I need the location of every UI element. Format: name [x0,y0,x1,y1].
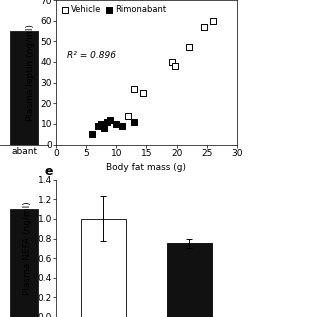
Rimonabant [120,123,125,128]
Vehicle [201,24,206,29]
Rimonabant [96,123,101,128]
Rimonabant [108,117,113,122]
Bar [10,209,38,317]
Rimonabant [132,119,137,124]
X-axis label: Body fat mass (g): Body fat mass (g) [107,163,186,172]
Y-axis label: Plasma leptin (ng/ml): Plasma leptin (ng/ml) [26,24,35,121]
Rimonabant [102,126,107,131]
Rimonabant [99,121,104,126]
Legend: Vehicle, Rimonabant: Vehicle, Rimonabant [60,4,167,15]
Bar [81,219,126,317]
Text: e: e [44,165,53,178]
Bar [167,243,212,317]
Vehicle [169,59,174,64]
Vehicle [126,113,131,118]
Vehicle [173,63,178,68]
Rimonabant [90,132,95,137]
Bar [10,31,38,145]
Vehicle [186,45,191,50]
Vehicle [141,90,146,95]
Rimonabant [105,119,110,124]
Rimonabant [114,121,119,126]
Y-axis label: Plasma NEFA (ng/ml): Plasma NEFA (ng/ml) [23,202,32,295]
Vehicle [132,86,137,91]
Vehicle [210,18,215,23]
Text: R² = 0.896: R² = 0.896 [67,51,116,60]
